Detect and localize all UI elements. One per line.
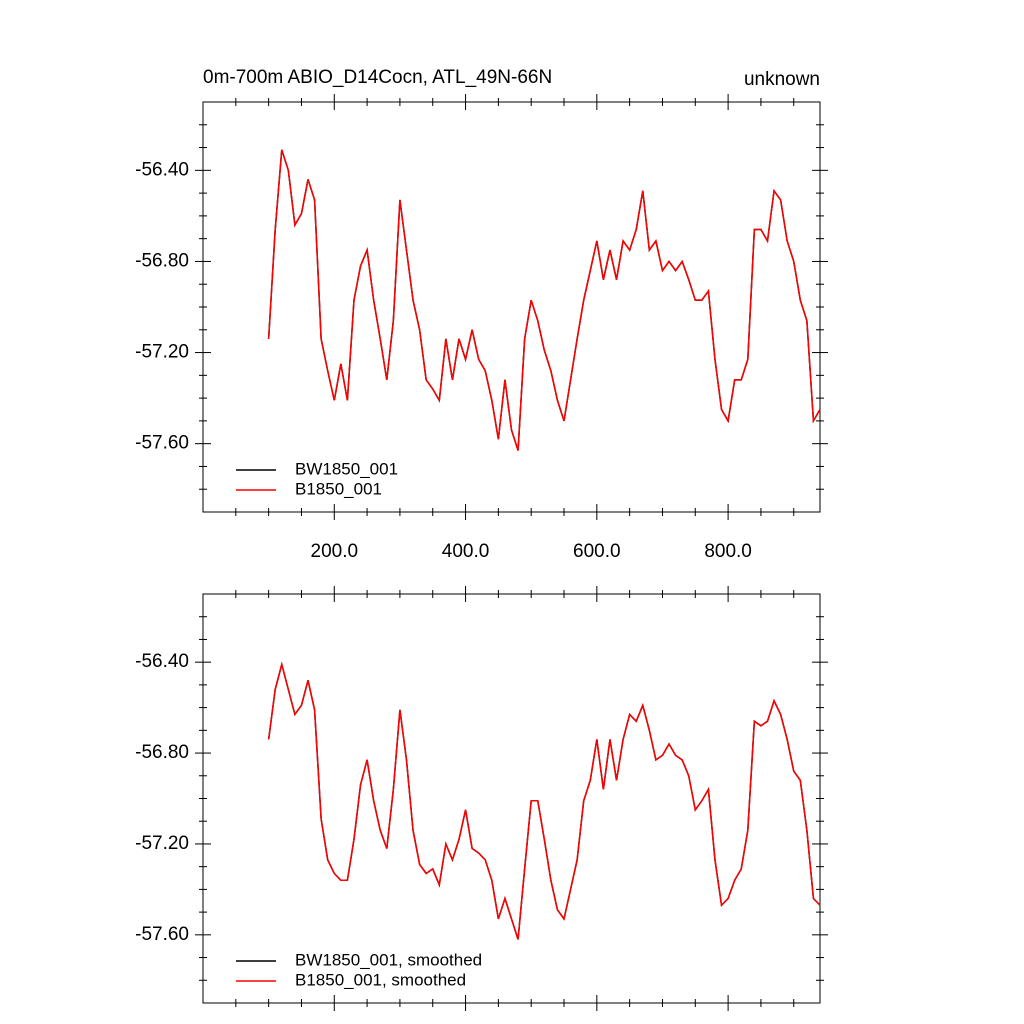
legend-label: BW1850_001 <box>295 459 398 478</box>
y-tick-label: -56.40 <box>135 159 189 180</box>
x-tick-label: 800.0 <box>704 541 752 562</box>
right-title: unknown <box>744 69 820 90</box>
x-tick-label: 400.0 <box>442 541 490 562</box>
legend-label: B1850_001 <box>295 479 382 498</box>
plot-frame <box>202 101 821 513</box>
series-line <box>267 661 821 940</box>
y-tick-label: -56.80 <box>135 250 189 271</box>
x-tick-label: 200.0 <box>311 541 359 562</box>
y-tick-label: -56.80 <box>135 742 189 763</box>
legend-label: BW1850_001, smoothed <box>295 950 482 969</box>
y-tick-label: -57.20 <box>135 833 189 854</box>
series-line <box>267 661 821 940</box>
y-tick-label: -57.60 <box>135 433 189 454</box>
series-line <box>267 149 821 451</box>
legend-label: B1850_001, smoothed <box>295 970 466 989</box>
y-tick-label: -57.20 <box>135 342 189 363</box>
series-line <box>267 149 821 451</box>
chart-title: 0m-700m ABIO_D14Cocn, ATL_49N-66N <box>203 67 552 88</box>
plot-frame <box>202 593 821 1004</box>
y-tick-label: -56.40 <box>135 651 189 672</box>
x-tick-label: 600.0 <box>573 541 621 562</box>
y-tick-label: -57.60 <box>135 924 189 945</box>
